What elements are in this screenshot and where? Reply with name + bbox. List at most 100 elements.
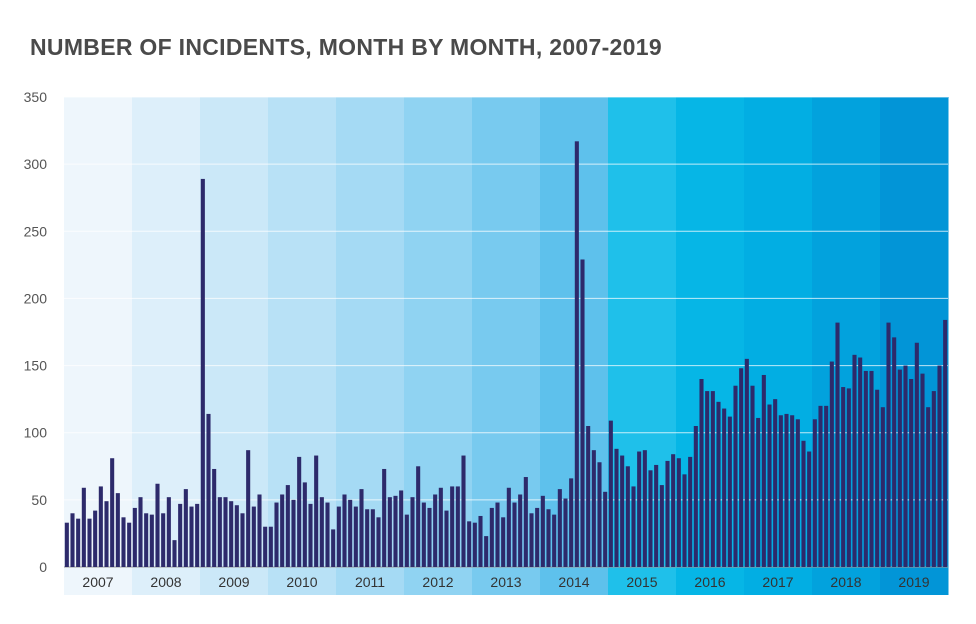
bar (297, 456, 302, 567)
year-band-2017 (744, 97, 813, 595)
bar (291, 499, 296, 567)
x-tick-label: 2016 (694, 574, 725, 590)
bar (603, 491, 608, 567)
bar (880, 407, 885, 567)
bar (920, 373, 925, 567)
bar (829, 361, 834, 567)
bar (569, 478, 574, 567)
bar (642, 450, 647, 567)
bar (727, 416, 732, 567)
bar (461, 455, 466, 567)
bar (841, 387, 846, 567)
bar (331, 529, 336, 567)
bar (852, 354, 857, 567)
y-tick-label: 100 (24, 425, 48, 441)
y-tick-label: 200 (24, 290, 48, 306)
x-tick-label: 2009 (218, 574, 249, 590)
bar (637, 451, 642, 567)
bar (342, 494, 347, 567)
bars (64, 141, 948, 568)
bar (336, 506, 341, 567)
bar (387, 497, 392, 567)
bar (518, 494, 523, 567)
year-band-2016 (676, 97, 745, 595)
bar (127, 522, 132, 567)
bar (81, 487, 86, 567)
x-tick-label: 2015 (626, 574, 657, 590)
bar (886, 322, 891, 567)
bar (353, 506, 358, 567)
bar (308, 503, 313, 567)
bar (382, 468, 387, 567)
bar (263, 526, 268, 567)
bar (722, 408, 727, 567)
x-tick-label: 2017 (762, 574, 793, 590)
bar (416, 466, 421, 567)
year-band-2012 (404, 97, 473, 595)
x-tick-label: 2018 (830, 574, 861, 590)
bar (166, 497, 171, 567)
bar (314, 455, 319, 567)
y-tick-label: 50 (31, 492, 47, 508)
bar (161, 513, 166, 567)
bar (444, 510, 449, 567)
year-band-2009 (200, 97, 269, 595)
bar (110, 458, 115, 567)
bar (807, 451, 812, 567)
bar (699, 379, 704, 567)
bar (756, 417, 761, 567)
bar (597, 462, 602, 567)
x-tick-label: 2014 (558, 574, 589, 590)
bar (268, 526, 273, 567)
bar (773, 399, 778, 567)
bar (178, 503, 183, 567)
bar (172, 540, 177, 567)
bar (495, 502, 500, 567)
bar (64, 522, 69, 567)
y-tick-label: 300 (24, 156, 48, 172)
bar (909, 379, 914, 567)
bar (200, 178, 205, 567)
year-band-2015 (608, 97, 677, 595)
bar (234, 505, 239, 567)
bar (739, 368, 744, 567)
year-band-2010 (268, 97, 337, 595)
bar (348, 499, 353, 567)
bar (484, 536, 489, 567)
bar (246, 450, 251, 567)
bar (784, 413, 789, 567)
bar (654, 464, 659, 567)
bar (433, 494, 438, 567)
bar (450, 486, 455, 567)
bar (319, 497, 324, 567)
year-band-2013 (472, 97, 541, 595)
bar (410, 497, 415, 567)
y-tick-label: 350 (24, 89, 48, 105)
bar (580, 259, 585, 567)
bar (937, 365, 942, 567)
bar (552, 514, 557, 567)
bar (682, 474, 687, 567)
bar (733, 385, 738, 567)
bar (467, 521, 472, 567)
bar (438, 487, 443, 567)
bar (846, 388, 851, 567)
bar (892, 337, 897, 567)
bar (189, 506, 194, 567)
bar (183, 489, 188, 567)
bar (835, 322, 840, 567)
bar (529, 513, 534, 567)
bar (404, 514, 409, 567)
bar (455, 486, 460, 567)
bar (506, 487, 511, 567)
bar (761, 374, 766, 567)
x-axis-years: 2007 2008 2009 2010 2011 2012 2013 2014 2015 2016… (82, 574, 929, 590)
bar (767, 404, 772, 567)
bar (478, 515, 483, 567)
bar (257, 494, 262, 567)
bar (206, 413, 211, 567)
x-tick-label: 2012 (422, 574, 453, 590)
bar (744, 358, 749, 567)
bar (240, 513, 245, 567)
bar (501, 517, 506, 567)
